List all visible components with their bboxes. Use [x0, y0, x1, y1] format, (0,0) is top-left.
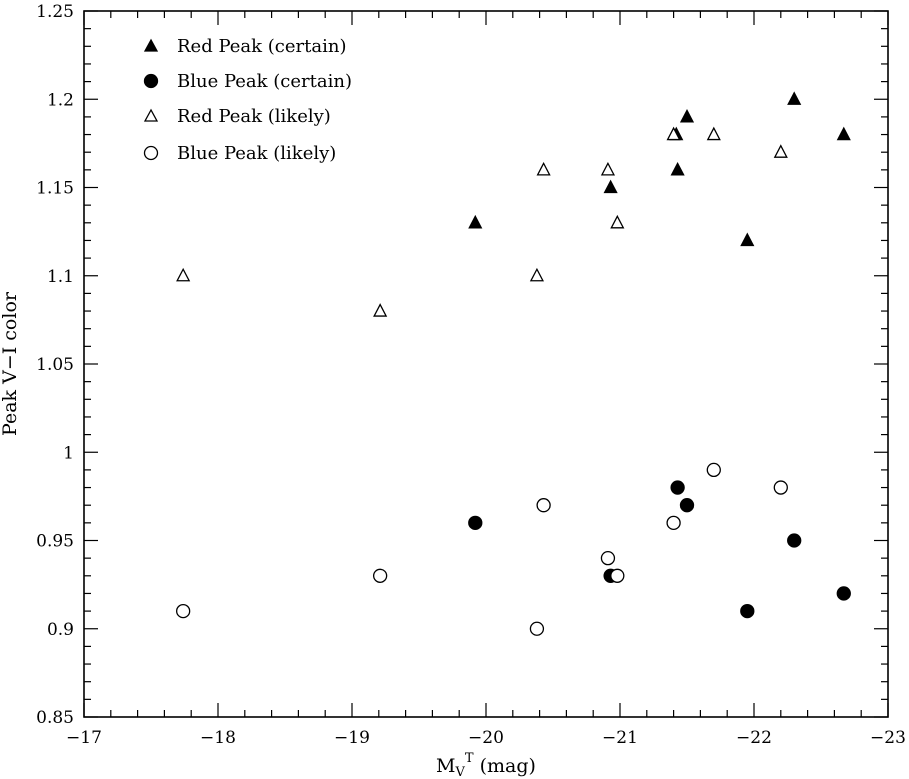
x-tick-label: −23	[870, 728, 906, 748]
x-axis-label: MVT (mag)	[436, 751, 536, 779]
data-points	[176, 91, 851, 636]
y-tick-label: 0.95	[36, 532, 74, 552]
data-point-triangle-open	[536, 161, 551, 176]
axis-ticks	[83, 10, 889, 718]
data-point-triangle-open	[529, 267, 544, 282]
y-tick-label: 1.2	[47, 90, 74, 110]
data-point-circle-open	[529, 621, 545, 636]
data-point-triangle-open	[610, 214, 625, 229]
legend: Red Peak (certain) Blue Peak (certain) R…	[143, 36, 352, 164]
data-point-circle-open	[706, 462, 721, 478]
data-point-triangle-open	[666, 126, 681, 141]
x-tick-label: −21	[602, 728, 638, 748]
y-tick-label: 1.25	[36, 2, 74, 22]
data-point-circle-open	[666, 515, 681, 530]
data-point-triangle-open	[773, 144, 788, 158]
x-tick-label: −17	[66, 728, 102, 748]
data-point-triangle-filled	[679, 108, 695, 123]
legend-label-blue-likely: Blue Peak (likely)	[177, 143, 336, 164]
x-tick-label: −19	[334, 728, 370, 748]
y-tick-label: 1	[63, 443, 74, 463]
data-point-triangle-open	[373, 303, 388, 317]
legend-marker-red-certain	[143, 38, 159, 52]
legend-label-blue-certain: Blue Peak (certain)	[177, 71, 352, 92]
legend-label-red-likely: Red Peak (likely)	[177, 106, 331, 127]
data-point-circle-open	[610, 568, 625, 583]
x-tick-label: −20	[468, 728, 504, 748]
y-axis-label: Peak V−I color	[0, 291, 21, 436]
data-point-triangle-filled	[787, 91, 802, 105]
data-point-circle-filled	[670, 480, 685, 495]
data-point-triangle-filled	[670, 161, 685, 176]
y-tick-label: 0.9	[47, 620, 74, 640]
data-point-triangle-filled	[836, 126, 851, 141]
data-point-circle-filled	[836, 586, 851, 601]
y-tick-label: 1.15	[36, 179, 74, 199]
x-tick-label: −22	[736, 728, 772, 748]
data-point-triangle-open	[600, 161, 616, 176]
data-point-circle-open	[176, 603, 191, 619]
legend-marker-blue-likely	[143, 145, 159, 161]
data-point-circle-filled	[787, 533, 802, 548]
data-point-triangle-filled	[603, 179, 618, 194]
data-point-triangle-filled	[740, 232, 755, 247]
data-point-triangle-open	[176, 267, 191, 282]
data-point-triangle-filled	[468, 214, 483, 229]
legend-marker-red-likely	[143, 108, 159, 122]
data-point-circle-open	[372, 568, 388, 583]
data-point-circle-filled	[679, 498, 695, 513]
data-point-circle-open	[600, 551, 616, 566]
y-tick-label: 1.05	[36, 355, 74, 375]
legend-label-red-certain: Red Peak (certain)	[177, 36, 346, 57]
data-point-circle-filled	[740, 603, 755, 619]
y-tick-label: 0.85	[36, 708, 74, 728]
data-point-circle-filled	[468, 515, 483, 530]
data-point-circle-open	[773, 480, 788, 495]
data-point-triangle-open	[706, 126, 721, 141]
legend-marker-blue-certain	[143, 73, 159, 89]
tick-labels: −17 −18 −19 −20 −21 −22 −23 0.85 0.9 0.95 1 1.05 1.1…	[36, 2, 906, 748]
x-tick-label: −18	[200, 728, 236, 748]
data-point-circle-open	[536, 498, 551, 513]
y-tick-label: 1.1	[47, 267, 74, 287]
